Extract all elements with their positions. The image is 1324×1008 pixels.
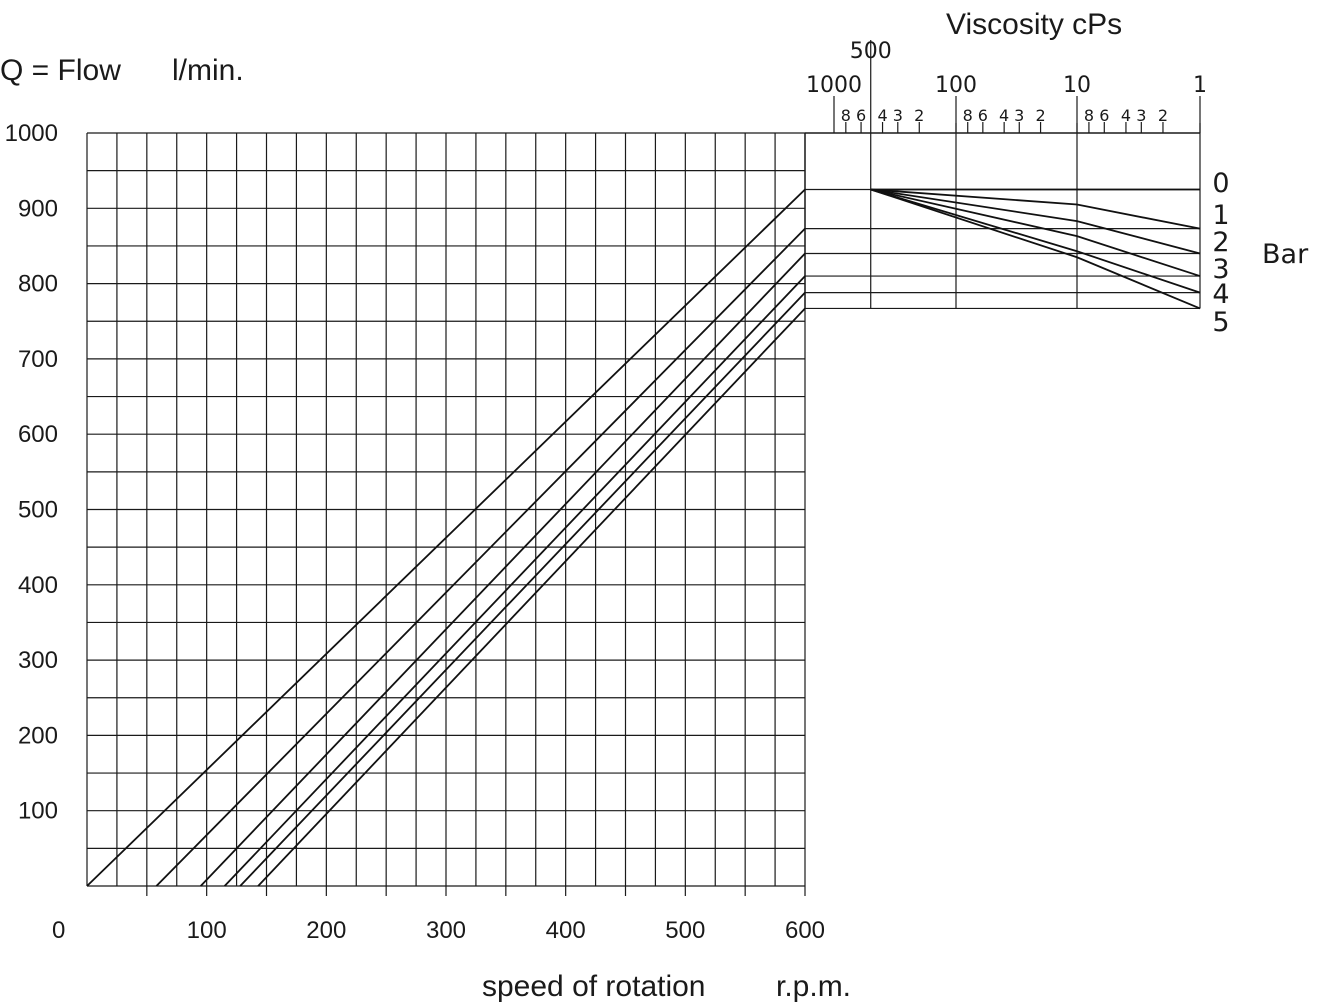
pressure-series — [86, 188, 1201, 887]
viscosity-major-label: 500 — [850, 39, 892, 64]
y-tick-label: 600 — [18, 421, 58, 448]
y-tick-label: 100 — [18, 798, 58, 825]
viscosity-title: Viscosity cPs — [946, 8, 1122, 41]
viscosity-minor-label: 2 — [1158, 106, 1168, 125]
series-line-bar-5 — [257, 307, 806, 887]
bar-pressure-label: 1 — [1212, 200, 1229, 231]
viscosity-major-label: 1000 — [806, 73, 862, 98]
viscosity-major-label: 10 — [1063, 73, 1091, 98]
viscosity-minor-label: 3 — [1014, 106, 1024, 125]
viscosity-curve-bar-3 — [870, 188, 1201, 277]
y-tick-label: 200 — [18, 722, 58, 749]
x-tick-label: 200 — [306, 917, 346, 944]
viscosity-minor-label: 8 — [841, 106, 851, 125]
y-axis-title: Q = Flow — [0, 54, 121, 87]
viscosity-minor-label: 2 — [1035, 106, 1045, 125]
viscosity-minor-label: 4 — [877, 106, 887, 125]
bar-pressure-label: 5 — [1212, 307, 1229, 338]
y-tick-label: 300 — [18, 647, 58, 674]
series-line-bar-3 — [223, 275, 806, 887]
series-line-bar-1 — [155, 227, 806, 887]
bar-title: Bar — [1262, 239, 1309, 270]
viscosity-panel — [804, 40, 1201, 310]
x-axis-unit: r.p.m. — [776, 970, 851, 1003]
y-tick-label: 900 — [18, 195, 58, 222]
y-tick-label: 700 — [18, 346, 58, 373]
viscosity-minor-label: 8 — [963, 106, 973, 125]
y-tick-label: 1000 — [5, 120, 58, 147]
series-line-bar-2 — [200, 252, 806, 887]
viscosity-major-label: 1 — [1193, 73, 1207, 98]
viscosity-minor-label: 4 — [1121, 106, 1131, 125]
x-axis-title: speed of rotation — [482, 970, 706, 1003]
series-line-bar-4 — [239, 292, 806, 887]
viscosity-minor-label: 8 — [1084, 106, 1094, 125]
y-tick-label: 500 — [18, 497, 58, 524]
viscosity-minor-label: 6 — [978, 106, 988, 125]
viscosity-major-label: 100 — [935, 73, 977, 98]
viscosity-curve-bar-5 — [870, 188, 1201, 310]
y-tick-label: 800 — [18, 271, 58, 298]
viscosity-minor-label: 6 — [1099, 106, 1109, 125]
viscosity-minor-label: 4 — [999, 106, 1009, 125]
viscosity-curve-bar-2 — [870, 188, 1201, 255]
viscosity-minor-label: 6 — [856, 106, 866, 125]
viscosity-minor-label: 3 — [893, 106, 903, 125]
x-origin-label: 0 — [52, 917, 65, 944]
series-line-bar-0 — [86, 188, 806, 887]
y-tick-label: 400 — [18, 572, 58, 599]
viscosity-minor-label: 3 — [1136, 106, 1146, 125]
x-tick-label: 400 — [546, 917, 586, 944]
x-tick-label: 100 — [187, 917, 227, 944]
x-tick-label: 500 — [665, 917, 705, 944]
viscosity-minor-label: 2 — [914, 106, 924, 125]
viscosity-curve-bar-4 — [870, 188, 1201, 294]
bar-pressure-label: 2 — [1212, 227, 1229, 258]
x-tick-label: 300 — [426, 917, 466, 944]
y-axis-unit: l/min. — [172, 54, 244, 87]
viscosity-curve-bar-1 — [870, 188, 1201, 230]
bar-pressure-label: 0 — [1212, 168, 1229, 199]
bar-pressure-label: 4 — [1212, 279, 1229, 310]
bar-pressure-label: 3 — [1212, 254, 1229, 285]
x-tick-label: 600 — [785, 917, 825, 944]
